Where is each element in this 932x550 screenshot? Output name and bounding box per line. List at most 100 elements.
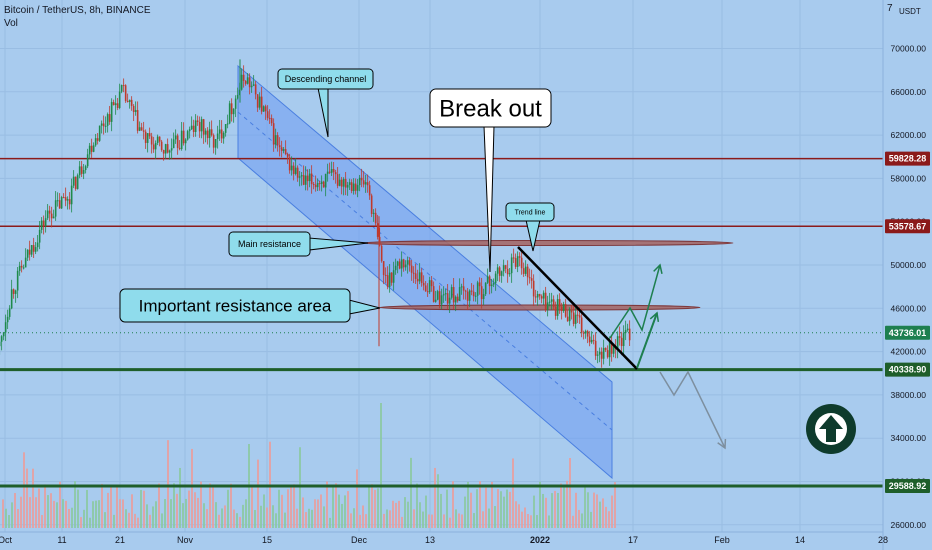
candle-body: [284, 149, 287, 154]
candle-body: [200, 119, 203, 132]
volume-bar: [383, 513, 385, 528]
candle-body: [204, 130, 207, 135]
volume-label[interactable]: Vol: [4, 18, 18, 29]
trend-line-callout[interactable]: Trend line: [505, 202, 555, 252]
volume-bar: [203, 503, 205, 528]
main-resistance-callout[interactable]: Main resistance: [228, 231, 369, 257]
volume-bar: [263, 494, 265, 528]
candle-body: [402, 259, 405, 268]
volume-bar: [611, 495, 613, 528]
volume-bar: [110, 486, 112, 528]
candle-body: [600, 351, 603, 359]
symbol-title[interactable]: Bitcoin / TetherUS, 8h, BINANCE: [4, 5, 151, 16]
candle-body: [302, 175, 305, 185]
candle-body: [244, 80, 247, 84]
candle-body: [334, 172, 337, 175]
candle-body: [134, 110, 137, 113]
volume-bar: [335, 483, 337, 528]
candle-body: [574, 314, 577, 324]
volume-bar: [53, 500, 55, 528]
candle-body: [124, 85, 127, 101]
candle-body: [358, 177, 361, 186]
candle-body: [514, 258, 517, 267]
volume-bar: [278, 489, 280, 528]
candle-body: [282, 149, 285, 151]
candle-body: [4, 322, 7, 333]
descending-channel[interactable]: [237, 64, 613, 480]
candle-body: [22, 267, 25, 269]
candle-body: [418, 272, 421, 282]
candle-body: [624, 330, 627, 334]
bullish-projection-1[interactable]: [609, 264, 661, 339]
price-label-box[interactable]: [885, 219, 930, 234]
candle-body: [490, 284, 493, 287]
volume-bar: [398, 500, 400, 528]
volume-bar: [158, 483, 160, 528]
volume-bar: [71, 507, 73, 528]
candle-body: [410, 265, 413, 273]
candle-body: [602, 347, 605, 359]
volume-bar: [104, 512, 106, 528]
candle-body: [342, 178, 345, 187]
candle-body: [208, 129, 211, 139]
volume-bar: [275, 513, 277, 528]
volume-bar: [266, 507, 268, 528]
trend-line[interactable]: [517, 246, 638, 370]
x-tick-label: 17: [628, 535, 638, 545]
volume-bar: [176, 493, 178, 528]
y-tick-label: 34000.00: [891, 433, 927, 443]
bullish-projection-2[interactable]: [636, 312, 658, 369]
price-label-box[interactable]: [885, 325, 930, 340]
price-label-box[interactable]: [885, 362, 930, 377]
candle-body: [362, 180, 365, 185]
candle-body: [432, 286, 435, 302]
descending-channel-callout-text: Descending channel: [285, 74, 367, 84]
candle-body: [162, 150, 165, 154]
volume-bar: [362, 505, 364, 528]
candle-body: [254, 84, 257, 95]
candle-body: [430, 280, 433, 287]
candle-body: [40, 220, 43, 230]
candle-body: [132, 105, 135, 113]
candle-body: [170, 148, 173, 151]
arrow-up-icon[interactable]: [806, 404, 856, 454]
candle-body: [270, 118, 273, 124]
volume-bar: [323, 506, 325, 528]
candle-body: [10, 289, 13, 309]
candle-body: [66, 199, 69, 201]
candle-body: [612, 346, 615, 354]
main-resistance-zone[interactable]: [362, 240, 734, 246]
volume-bar: [548, 515, 550, 528]
descending-channel-callout[interactable]: Descending channel: [277, 68, 374, 138]
volume-bar: [485, 487, 487, 528]
candle-body: [448, 297, 451, 304]
volume-bar: [47, 495, 49, 528]
bearish-projection[interactable]: [659, 370, 726, 449]
break-out-callout[interactable]: Break out: [429, 88, 552, 273]
price-label-box[interactable]: [885, 478, 930, 493]
candle-body: [198, 121, 201, 132]
volume-bar: [290, 485, 292, 528]
volume-bar: [410, 457, 412, 528]
candle-body: [42, 220, 45, 226]
volume-bar: [347, 491, 349, 528]
candle-body: [392, 270, 395, 283]
volume-bar: [215, 502, 217, 528]
important-resistance-callout[interactable]: Important resistance area: [119, 288, 381, 323]
candle-body: [534, 296, 537, 298]
candle-body: [376, 223, 379, 237]
candle-body: [436, 291, 439, 300]
candle-body: [488, 276, 491, 287]
volume-bar: [221, 508, 223, 528]
candle-body: [446, 293, 449, 304]
candle-body: [98, 125, 101, 141]
candle-body: [224, 124, 227, 133]
y-axis-currency: USDT: [899, 7, 921, 16]
volume-bar: [170, 499, 172, 528]
important-resistance-zone[interactable]: [379, 304, 701, 311]
candle-body: [592, 339, 595, 341]
break-out-callout-pointer: [483, 125, 495, 273]
volume-bar: [467, 481, 469, 528]
price-label-box[interactable]: [885, 151, 930, 166]
